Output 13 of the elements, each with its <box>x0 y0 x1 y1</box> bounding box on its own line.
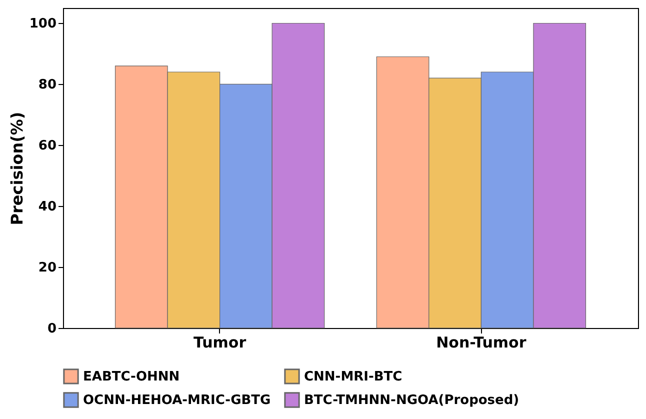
y-tick-label: 80 <box>38 78 56 93</box>
y-tick-label: 100 <box>29 16 56 32</box>
y-tick-label: 40 <box>38 200 56 215</box>
legend-label: EABTC-OHNN <box>83 369 180 384</box>
y-tick-label: 20 <box>38 260 56 276</box>
y-tick-label: 0 <box>47 322 56 336</box>
x-tick-label: Non-Tumor <box>436 334 527 352</box>
legend-label: CNN-MRI-BTC <box>304 369 402 384</box>
legend-label: OCNN-HEHOA-MRIC-GBTG <box>83 393 271 408</box>
x-tick-label: Tumor <box>194 334 247 352</box>
y-axis-title: Precision(%) <box>7 112 26 226</box>
legend-label: BTC-TMHNN-NGOA(Proposed) <box>304 393 520 408</box>
y-tick-label: 60 <box>38 138 56 154</box>
